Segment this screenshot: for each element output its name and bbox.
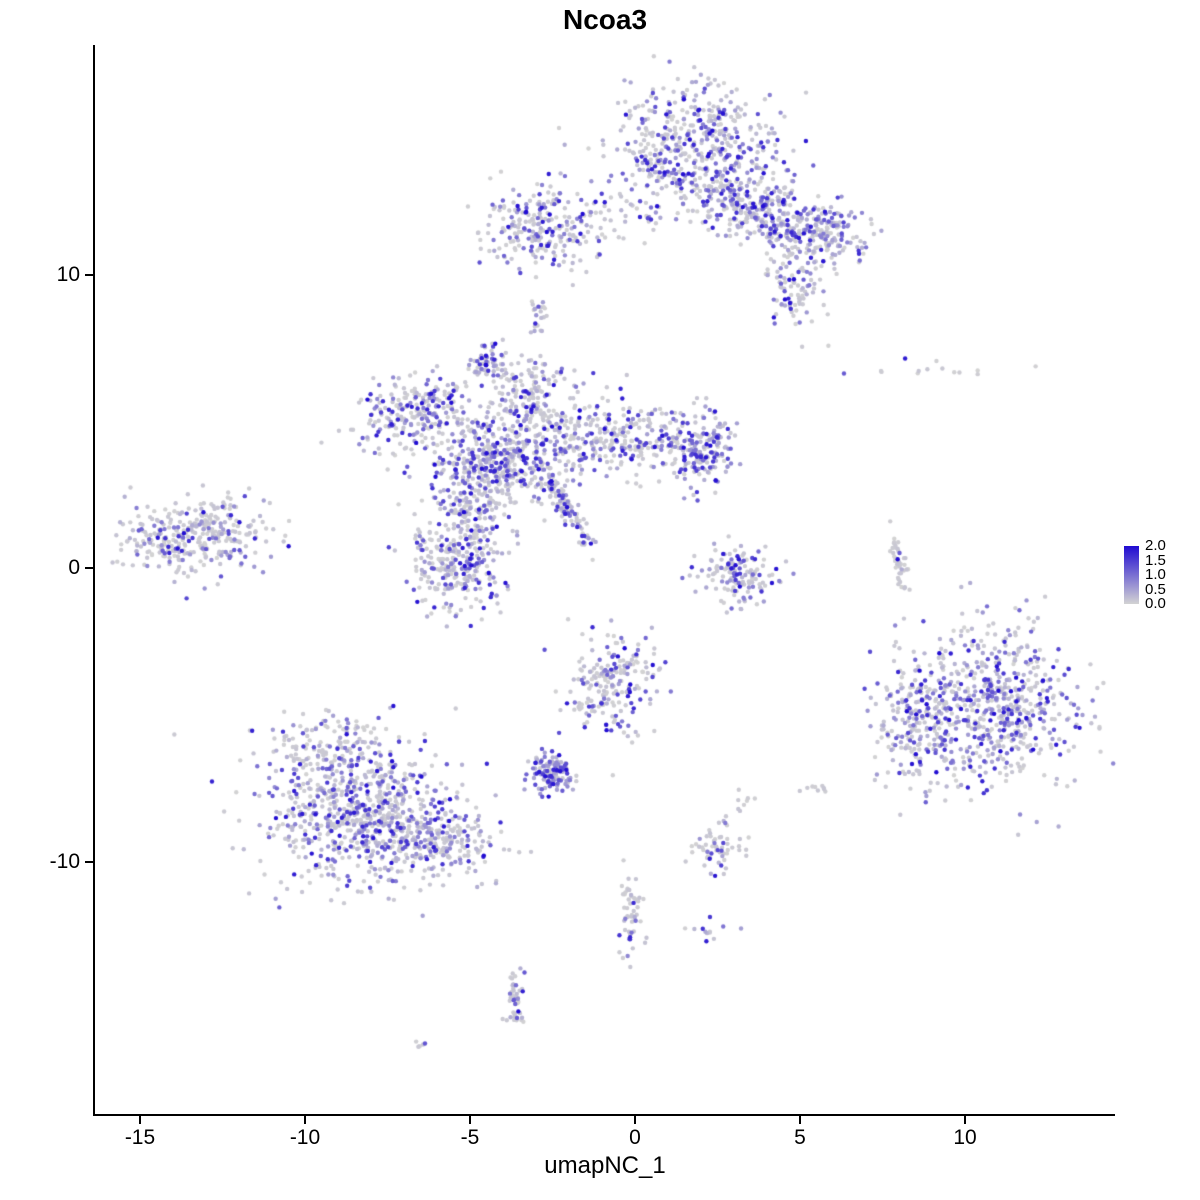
x-tick-mark [139,1116,141,1124]
legend-label: 1.0 [1145,566,1166,583]
y-axis-line [93,45,95,1116]
y-tick-label: 0 [68,556,80,579]
legend-label: 0.5 [1145,580,1166,598]
legend-gradient-bar [1124,546,1139,604]
y-tick-label: 10 [56,263,80,286]
x-tick-mark [799,1116,801,1124]
x-tick-label: 10 [953,1126,977,1149]
x-tick-label: 5 [794,1126,806,1149]
x-tick-label: -10 [289,1126,321,1149]
legend-label: 2.0 [1145,537,1166,554]
x-tick-mark [304,1116,306,1124]
y-tick-mark [85,567,93,569]
x-tick-mark [634,1116,636,1124]
y-tick-label: -10 [49,850,80,873]
y-tick-mark [85,274,93,276]
x-axis-label: umapNC_1 [544,1152,666,1179]
x-tick-mark [469,1116,471,1124]
y-tick-mark [85,861,93,863]
plot-title: Ncoa3 [562,4,648,35]
x-tick-label: -15 [124,1126,156,1149]
legend-label: 0.0 [1145,595,1166,612]
x-tick-label: -5 [460,1126,480,1149]
legend-label: 1.5 [1145,551,1166,569]
x-tick-label: 0 [629,1126,641,1149]
legend: 2.0 1.5 1.0 0.5 0.0 [1118,537,1198,620]
x-axis-line [93,1114,1115,1116]
x-tick-mark [964,1116,966,1124]
